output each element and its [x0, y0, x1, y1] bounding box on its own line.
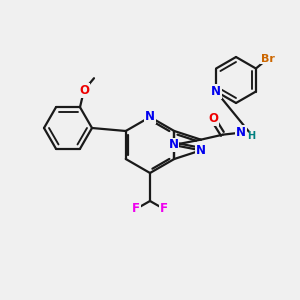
Text: N: N	[196, 144, 206, 157]
Text: Br: Br	[261, 53, 275, 64]
Text: N: N	[168, 139, 178, 152]
Text: N: N	[145, 110, 155, 124]
Text: N: N	[211, 85, 221, 98]
Text: F: F	[132, 202, 140, 215]
Text: F: F	[160, 202, 168, 215]
Text: H: H	[247, 131, 255, 141]
Text: O: O	[79, 84, 89, 97]
Text: O: O	[208, 112, 218, 125]
Text: N: N	[236, 126, 246, 139]
